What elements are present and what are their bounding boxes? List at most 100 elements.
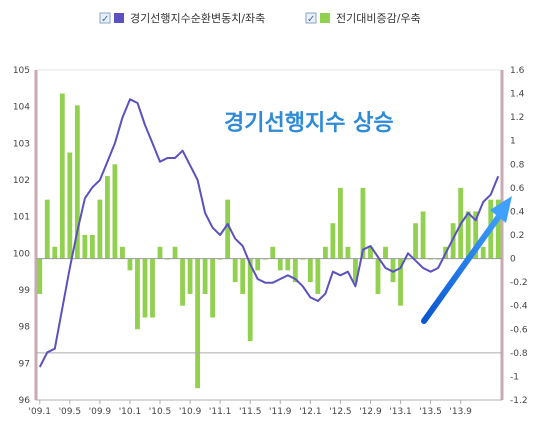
left-tick-label: 100: [13, 249, 30, 259]
trend-arrow-icon: [421, 196, 512, 324]
left-tick-label: 102: [13, 176, 30, 186]
bar: [473, 211, 479, 259]
right-tick-label: 0: [510, 255, 516, 265]
right-axis-ticks: -1.2 -1 -0.8 -0.6 -0.4 -0.2 0 0.2 0.4 0.6 0.8 1 1.2 1…: [510, 66, 528, 406]
right-tick-label: -1.2: [510, 396, 528, 406]
x-tick-label: '09.9: [89, 407, 112, 417]
bar: [142, 258, 148, 318]
bar: [180, 258, 185, 306]
right-tick-label: 1.6: [510, 66, 525, 76]
bar: [59, 93, 65, 259]
left-tick-label: 101: [13, 213, 30, 223]
bar: [270, 246, 276, 259]
bar: [67, 152, 73, 259]
x-tick-label: '12.9: [359, 407, 382, 417]
bar: [480, 246, 486, 259]
legend-checkbox-bar[interactable]: [305, 12, 317, 24]
legend-label-bar: 전기대비증감/우축: [336, 12, 421, 25]
left-tick-label: 104: [13, 103, 30, 113]
bar: [420, 211, 426, 259]
bar: [368, 246, 373, 259]
bar: [292, 258, 298, 283]
bar: [135, 258, 140, 330]
right-tick-label: 0.6: [510, 184, 525, 194]
bar: [255, 258, 261, 271]
legend-swatch-bar: [320, 13, 330, 23]
left-tick-label: 96: [19, 396, 31, 406]
bar: [210, 258, 216, 318]
x-tick-label: '13.5: [419, 407, 442, 417]
x-tick-label: '09.5: [59, 407, 82, 417]
bar: [89, 235, 95, 259]
bar-series: [37, 93, 501, 389]
x-tick-label: '11.9: [269, 407, 292, 417]
bar: [345, 246, 351, 259]
legend-label-line: 경기선행지수순환변동치/좌축: [130, 12, 265, 25]
left-tick-label: 99: [19, 286, 31, 296]
bar: [337, 187, 343, 259]
bar: [120, 246, 125, 259]
bar: [74, 105, 80, 259]
left-tick-label: 97: [19, 359, 30, 369]
legend-checkbox-line[interactable]: [99, 12, 111, 24]
bar: [82, 235, 88, 259]
bar: [247, 258, 253, 342]
bar: [195, 258, 201, 389]
right-tick-label: 1: [510, 137, 516, 147]
left-axis-ticks: 96 97 98 99 100 101 102 103 104 105: [13, 66, 30, 406]
legend-swatch-line: [114, 13, 124, 23]
x-tick-label: '12.5: [329, 407, 352, 417]
bar: [187, 258, 193, 294]
chart-legend: ✓ 경기선행지수순환변동치/좌축 ✓ 전기대비증감/우축: [99, 12, 421, 25]
right-tick-label: 1.2: [510, 113, 524, 123]
right-tick-label: -0.6: [510, 325, 528, 335]
left-tick-label: 98: [19, 323, 31, 333]
bar: [150, 258, 155, 318]
x-tick-label: '09.1: [29, 407, 52, 417]
bar: [465, 211, 471, 259]
line-series: [38, 98, 500, 368]
legend-check-icon: ✓: [307, 14, 315, 25]
x-tick-label: '12.1: [299, 407, 322, 417]
bar: [315, 258, 321, 294]
x-tick-label: '10.1: [119, 407, 142, 417]
annotation-text: 경기선행지수 상승: [224, 111, 394, 136]
bar: [44, 199, 50, 259]
x-tick-label: '13.1: [389, 407, 412, 417]
bar: [360, 187, 366, 259]
x-axis-ticks: '09.1 '09.5 '09.9 '10.1 '10.5 '10.9 '11.1 '11.5…: [29, 400, 472, 417]
right-tick-label: -0.8: [510, 349, 528, 359]
x-tick-label: '10.5: [149, 407, 172, 417]
left-tick-label: 105: [13, 66, 30, 76]
right-tick-label: -1: [510, 372, 519, 382]
x-tick-label: '11.5: [239, 407, 262, 417]
bar: [330, 223, 336, 259]
bar: [127, 258, 133, 271]
bar: [172, 246, 178, 259]
bar: [285, 258, 291, 271]
bar: [398, 258, 403, 306]
x-tick-label: '10.9: [179, 407, 202, 417]
bar: [157, 246, 163, 259]
bar: [277, 258, 283, 271]
bar: [232, 258, 238, 283]
bar: [104, 176, 110, 259]
bar: [112, 164, 118, 259]
bar: [383, 246, 388, 259]
bar: [37, 258, 43, 294]
bar: [390, 258, 396, 283]
bar: [225, 199, 231, 259]
right-tick-label: -0.2: [510, 278, 528, 288]
bar: [375, 258, 381, 294]
bar: [52, 246, 58, 259]
bar: [240, 258, 246, 294]
right-tick-label: 1.4: [510, 90, 525, 100]
bar: [353, 258, 358, 283]
left-tick-label: 103: [13, 139, 30, 149]
x-tick-label: '13.9: [449, 407, 472, 417]
bar: [202, 258, 208, 294]
right-tick-label: 0.8: [510, 160, 525, 170]
legend-check-icon: ✓: [101, 14, 109, 25]
bar: [97, 199, 103, 259]
